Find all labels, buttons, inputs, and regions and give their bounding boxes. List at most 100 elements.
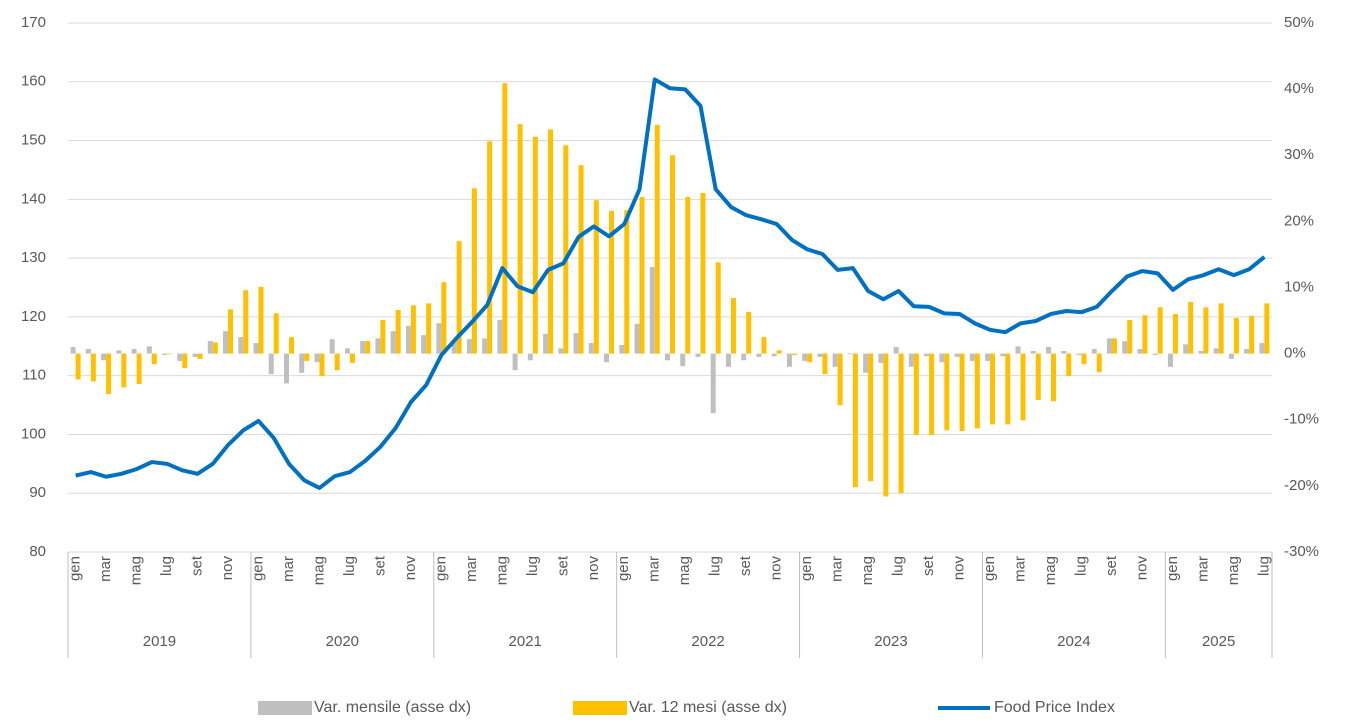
bar (451, 340, 457, 354)
y2-tick-label: -20% (1284, 477, 1319, 494)
y-tick-label: 150 (21, 132, 46, 149)
bar (908, 353, 914, 367)
bar (771, 353, 777, 357)
bar (868, 353, 874, 482)
legend-label: Food Price Index (994, 699, 1115, 716)
x-tick-label: lug (707, 556, 724, 576)
x-tick-label: mag (493, 556, 510, 585)
bar (893, 347, 899, 354)
bar (1091, 348, 1097, 354)
x-tick-label: lug (1255, 556, 1272, 576)
bar (1244, 348, 1250, 354)
bar (329, 339, 335, 354)
y2-tick-label: -30% (1284, 543, 1319, 560)
year-label: 2023 (874, 633, 907, 650)
x-tick-label: mag (1225, 556, 1242, 585)
bar (1081, 353, 1087, 365)
y2-tick-label: 30% (1284, 146, 1314, 163)
bar (151, 353, 157, 365)
bar (649, 267, 655, 354)
bar (913, 353, 919, 435)
year-label: 2025 (1202, 633, 1235, 650)
bar (380, 319, 386, 354)
bar (1122, 341, 1128, 354)
x-tick-label: set (371, 555, 388, 576)
bar (944, 353, 950, 431)
bar (802, 353, 808, 361)
bar (604, 353, 610, 363)
bar (1111, 338, 1117, 354)
y-tick-label: 100 (21, 425, 46, 442)
bar (258, 286, 264, 354)
bar (344, 348, 350, 354)
bar (548, 129, 554, 354)
bar (969, 353, 975, 361)
bar (791, 353, 797, 355)
bar (1233, 317, 1239, 354)
x-tick-label: nov (1133, 556, 1150, 581)
y2-tick-label: 10% (1284, 278, 1314, 295)
bar (1183, 344, 1189, 354)
bar (1249, 315, 1255, 354)
bar (852, 353, 858, 488)
bar (619, 345, 625, 354)
bar (299, 353, 305, 373)
bar (578, 165, 584, 354)
bar (1172, 313, 1178, 354)
bar (304, 353, 310, 361)
bar (558, 348, 564, 354)
x-tick-label: lug (524, 556, 541, 576)
bar (283, 353, 289, 384)
bar (167, 353, 173, 355)
bar (786, 353, 792, 367)
x-tick-label: set (737, 555, 754, 576)
bar (466, 339, 472, 354)
bar (243, 290, 249, 354)
bar (1051, 353, 1057, 402)
bar (1020, 353, 1026, 421)
bar (1188, 302, 1194, 354)
bar (776, 350, 782, 354)
bar (710, 353, 716, 414)
bar (1127, 319, 1133, 354)
bar (990, 353, 996, 425)
x-tick-label: mar (1194, 556, 1211, 582)
y-tick-label: 130 (21, 249, 46, 266)
bar (146, 346, 152, 354)
x-tick-label: gen (249, 556, 266, 581)
x-tick-label: mag (1042, 556, 1059, 585)
year-label: 2019 (143, 633, 176, 650)
bar (487, 141, 493, 354)
bar (685, 196, 691, 354)
bar (85, 348, 91, 354)
bar (924, 353, 930, 357)
bar (319, 353, 325, 377)
bar (725, 353, 731, 367)
bar (1096, 353, 1102, 373)
bar (1213, 348, 1219, 354)
bar (426, 303, 432, 354)
bar (182, 353, 188, 369)
bar (131, 348, 137, 354)
x-tick-label: lug (1072, 556, 1089, 576)
bar (441, 282, 447, 354)
y-tick-label: 170 (21, 14, 46, 31)
bar (1066, 353, 1072, 377)
x-tick-label: set (1103, 555, 1120, 576)
bar (1046, 347, 1052, 354)
bar (700, 192, 706, 354)
bar (883, 353, 889, 497)
x-tick-label: set (920, 555, 937, 576)
legend-label: Var. 12 mesi (asse dx) (629, 699, 787, 716)
bar (192, 353, 198, 357)
bar (527, 353, 533, 361)
bar (593, 200, 599, 354)
bar (588, 343, 594, 354)
bar (512, 353, 518, 371)
bar (1015, 346, 1021, 354)
x-tick-label: nov (951, 556, 968, 581)
x-tick-label: nov (402, 556, 419, 581)
bar (121, 353, 127, 388)
bar (268, 353, 274, 375)
y2-tick-label: 20% (1284, 212, 1314, 229)
